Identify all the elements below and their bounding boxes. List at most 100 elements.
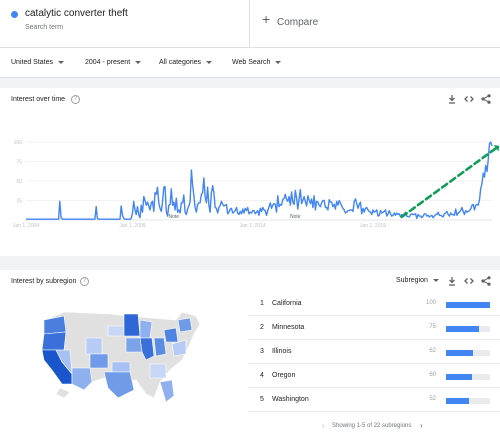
chevron-right-icon[interactable]: › [420,421,423,430]
us-subregion-map[interactable] [0,298,248,410]
rank-number: 4 [260,372,264,379]
region-name[interactable]: Minnesota [272,324,305,331]
state-oregon[interactable] [41,331,67,351]
download-icon[interactable] [446,93,458,105]
period-filter[interactable]: 2004 - present [85,59,142,66]
rank-number: 5 [260,396,264,403]
rank-number: 1 [260,300,264,307]
value-bar-fill [446,302,490,308]
region-value: 60 [429,372,436,378]
row-divider [248,411,500,412]
interest-by-subregion-card: Interest by subregion ? Subregion [0,270,500,438]
region-value: 52 [429,396,436,402]
state-tennessee[interactable] [149,363,167,379]
state-texas[interactable] [103,371,135,399]
ranking-row[interactable]: 1 California 100 [248,292,500,316]
x-tick-label: Jan 1, 2014 [240,223,266,229]
share-icon[interactable] [480,93,492,105]
caret-down-icon [135,61,142,64]
region-name[interactable]: Washington [272,396,309,403]
ranking-row[interactable]: 2 Minnesota 75 [248,316,500,340]
card-title: Interest by subregion [11,278,77,285]
term-color-dot [11,11,18,18]
ranking-row[interactable]: 5 Washington 52 [248,388,500,412]
property-filter[interactable]: Web Search [232,59,282,66]
value-bar-track [446,398,490,404]
download-icon[interactable] [446,275,458,287]
period-filter-label: 2004 - present [85,59,131,66]
y-tick-label: 100 [14,140,23,146]
state-south-dakota[interactable] [107,325,125,337]
note-annotation[interactable]: Note [290,214,301,220]
share-icon[interactable] [480,275,492,287]
rank-number: 2 [260,324,264,331]
ranking-row[interactable]: 3 Illinois 62 [248,340,500,364]
embed-icon[interactable] [463,275,475,287]
plus-icon: + [262,11,271,27]
state-wisconsin[interactable] [139,319,153,339]
card-header: Interest by subregion ? Subregion [0,270,500,294]
region-name[interactable]: Oregon [272,372,296,379]
value-bar-fill [446,350,474,356]
value-bar-fill [446,326,479,332]
state-new-york[interactable] [177,317,193,333]
region-value: 100 [425,300,436,306]
state-washington[interactable] [43,315,67,335]
ranking-row[interactable]: 4 Oregon 60 [248,364,500,388]
state-minnesota[interactable] [123,313,141,337]
card-header: Interest over time ? [0,88,500,112]
caret-down-icon [206,61,213,64]
x-tick-label: Jan 1, 2004 [13,223,39,229]
row-divider [248,387,500,388]
state-florida[interactable] [159,379,175,403]
region-name[interactable]: Illinois [272,348,292,355]
value-bar-track [446,374,490,380]
region-name[interactable]: California [272,300,302,307]
value-bar-track [446,302,490,308]
chevron-left-icon[interactable]: ‹ [322,421,325,430]
rank-number: 3 [260,348,264,355]
embed-icon[interactable] [463,93,475,105]
region-filter[interactable]: United States [11,59,65,66]
search-term-label: Search term [25,24,64,31]
region-value: 75 [429,324,436,330]
value-bar-fill [446,374,473,380]
subregion-selector-label: Subregion [396,277,428,284]
region-value: 62 [429,348,436,354]
filter-bar: United States 2004 - present All categor… [0,48,500,78]
search-term-chip[interactable]: catalytic converter theft Search term [0,0,250,48]
state-indiana[interactable] [153,337,167,357]
search-term-bar: catalytic converter theft Search term + … [0,0,500,48]
state-arizona[interactable] [71,367,93,391]
value-bar-track [446,326,490,332]
row-divider [248,339,500,340]
help-icon[interactable]: ? [80,277,89,286]
card-title: Interest over time [11,96,66,103]
trend-arrow [400,146,498,219]
state-colorado[interactable] [89,353,109,369]
value-bar-track [446,350,490,356]
interest-over-time-card: Interest over time ? [0,88,500,256]
help-icon[interactable]: ? [71,95,80,104]
state-wyoming[interactable] [85,337,103,355]
category-filter[interactable]: All categories [159,59,213,66]
category-filter-label: All categories [159,59,202,66]
chart-ticks: 100 75 50 25 Jan 1, 2004 Jan 1, 2009 Jan 1, 20… [13,140,386,229]
row-divider [248,363,500,364]
compare-label: Compare [277,17,319,28]
pagination-text: Showing 1-5 of 22 subregions [332,423,412,429]
state-oklahoma[interactable] [111,361,131,373]
state-ohio[interactable] [163,327,179,343]
caret-down-icon [432,279,439,282]
search-term-name[interactable]: catalytic converter theft [25,8,128,19]
subregion-selector[interactable]: Subregion [396,277,439,284]
compare-button[interactable]: + Compare [250,0,500,48]
y-tick-label: 75 [16,160,22,166]
interest-series-line [26,141,493,220]
note-annotation[interactable]: Note [169,214,180,220]
state-hawaii[interactable] [55,387,71,399]
row-divider [248,315,500,316]
region-filter-label: United States [11,59,54,66]
state-iowa[interactable] [125,337,143,353]
state-virginia[interactable] [171,339,187,357]
